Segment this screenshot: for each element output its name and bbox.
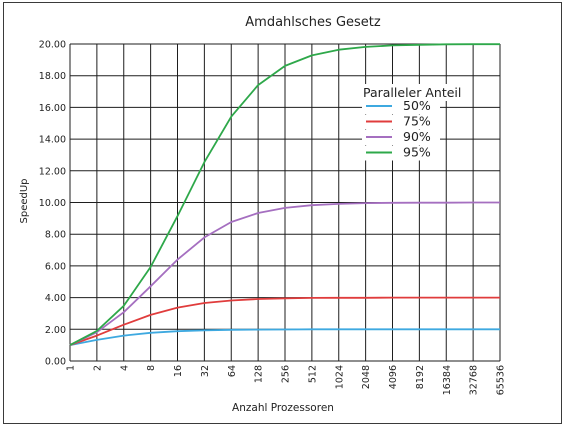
y-tick-label: 14.00 xyxy=(39,135,66,146)
x-tick-label: 256 xyxy=(281,365,292,383)
y-tick-label: 12.00 xyxy=(39,166,66,177)
x-tick-label: 1024 xyxy=(334,365,345,389)
series-line-75pct xyxy=(69,296,500,346)
x-tick-label: 2048 xyxy=(361,365,372,389)
legend-title-background xyxy=(361,84,464,101)
x-tick-label: 32768 xyxy=(469,365,480,395)
legend: Paralleler Anteil 50%75%90%95% xyxy=(361,84,464,161)
x-tick-label: 1 xyxy=(66,365,77,371)
y-tick-label: 18.00 xyxy=(39,71,66,82)
y-tick-label: 20.00 xyxy=(39,40,66,51)
legend-item-background xyxy=(362,145,440,161)
x-tick-label: 512 xyxy=(307,365,318,383)
x-tick-label: 65536 xyxy=(496,365,507,395)
x-tick-label: 128 xyxy=(254,365,265,383)
chart-frame xyxy=(3,2,562,424)
y-tick-label: 2.00 xyxy=(45,325,66,336)
legend-item-background xyxy=(362,130,440,145)
x-tick-label: 4096 xyxy=(388,365,399,389)
legend-label: 95% xyxy=(403,145,431,160)
x-tick-label: 4 xyxy=(119,365,130,371)
y-tick-label: 16.00 xyxy=(39,103,66,114)
x-axis-label: Anzahl Prozessoren xyxy=(232,402,334,414)
legend-label: 75% xyxy=(403,114,431,129)
x-tick-label: 8192 xyxy=(415,365,426,389)
x-tick-label: 32 xyxy=(200,365,211,377)
x-tick-label: 8 xyxy=(146,365,157,371)
series-line-95pct xyxy=(69,43,500,346)
x-tick-label: 16384 xyxy=(442,365,453,395)
y-axis-ticks: 0.00 2.00 4.00 6.00 8.00 10.00 12.00 14.00 16.00… xyxy=(39,40,66,368)
y-tick-label: 8.00 xyxy=(45,230,66,241)
y-tick-label: 0.00 xyxy=(45,357,66,368)
y-axis-label: SpeedUp xyxy=(19,178,30,223)
y-tick-label: 6.00 xyxy=(45,261,66,272)
series-line-90pct xyxy=(69,201,500,346)
chart-title: Amdahlsches Gesetz xyxy=(245,15,381,30)
x-tick-label: 2 xyxy=(92,365,103,371)
legend-items: 50%75%90%95% xyxy=(362,98,440,161)
x-tick-label: 16 xyxy=(173,365,184,377)
series-lines xyxy=(69,43,500,346)
y-tick-label: 10.00 xyxy=(39,198,66,209)
legend-label: 50% xyxy=(403,98,431,113)
series-line-50pct xyxy=(69,328,500,346)
legend-item-background xyxy=(362,114,440,130)
legend-title: Paralleler Anteil xyxy=(363,85,461,100)
y-tick-label: 4.00 xyxy=(45,293,66,304)
legend-label: 90% xyxy=(403,129,431,144)
x-axis-ticks: 1 2 4 8 16 32 64 128 256 512 1024 2048 4096 8192 16384… xyxy=(66,365,507,395)
x-tick-label: 64 xyxy=(227,365,238,377)
legend-item-background xyxy=(362,99,440,114)
